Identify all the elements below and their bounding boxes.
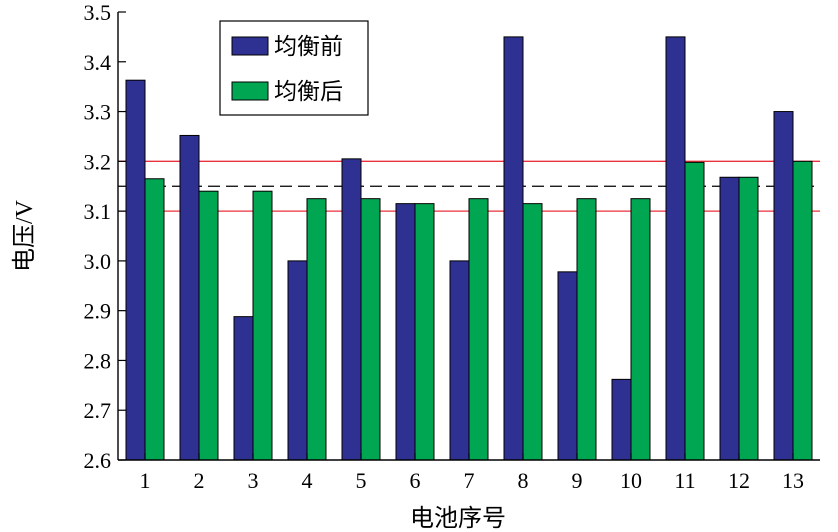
bar-after-8: [522, 203, 543, 461]
y-axis-label: 电压/V: [11, 199, 38, 272]
bar-before-9: [557, 271, 578, 461]
bar-after-11: [684, 161, 705, 461]
bar-before-3: [233, 316, 254, 461]
bar-before-5: [341, 158, 362, 461]
bars: [125, 36, 813, 461]
bar-before-8: [503, 36, 524, 461]
y-tick-label: 3.5: [84, 0, 112, 25]
bar-after-5: [360, 198, 381, 461]
bar-after-6: [414, 203, 435, 461]
bar-after-3: [252, 190, 273, 461]
bar-before-4: [287, 260, 308, 461]
x-tick-label: 6: [410, 468, 421, 493]
bar-before-10: [611, 378, 632, 461]
axes: 2.62.72.82.93.03.13.23.33.43.51 2 3 4 5 6 7 8 9 1…: [84, 0, 820, 493]
bar-before-11: [665, 36, 686, 461]
y-tick-label: 3.0: [84, 249, 112, 274]
x-tick-label: 9: [572, 468, 583, 493]
legend-label: 均衡前: [274, 34, 343, 59]
y-tick-label: 2.9: [84, 299, 112, 324]
legend-swatch: [231, 81, 269, 101]
bar-after-13: [792, 160, 813, 461]
bar-before-7: [449, 260, 470, 461]
legend-swatch: [231, 36, 269, 56]
x-tick-label: 7: [464, 468, 475, 493]
bar-after-12: [738, 176, 759, 461]
x-tick-label: 2: [194, 468, 205, 493]
x-tick-label: 8: [518, 468, 529, 493]
bar-after-10: [630, 198, 651, 461]
x-tick-label: 4: [302, 468, 313, 493]
y-tick-label: 3.4: [84, 50, 112, 75]
x-tick-label: 5: [356, 468, 367, 493]
bar-before-2: [179, 134, 200, 461]
bar-before-12: [719, 176, 740, 461]
legend-label: 均衡后: [274, 79, 343, 104]
x-axis-label: 电池序号: [410, 505, 506, 532]
y-tick-label: 3.2: [84, 149, 112, 174]
y-tick-label: 2.6: [84, 448, 112, 473]
bar-after-4: [306, 198, 327, 461]
y-tick-label: 3.1: [84, 199, 112, 224]
x-tick-label: 13: [782, 468, 804, 493]
bar-after-1: [144, 178, 165, 461]
y-tick-label: 2.8: [84, 348, 112, 373]
y-tick-label: 3.3: [84, 100, 112, 125]
bar-after-7: [468, 198, 489, 461]
bar-after-2: [198, 190, 219, 461]
bar-before-13: [773, 111, 794, 461]
bar-before-6: [395, 203, 416, 461]
x-tick-label: 1: [140, 468, 151, 493]
x-tick-label: 12: [728, 468, 750, 493]
bar-after-9: [576, 198, 597, 461]
bar-before-1: [125, 79, 146, 461]
x-tick-label: 11: [674, 468, 695, 493]
x-tick-label: 3: [248, 468, 259, 493]
x-tick-label: 10: [620, 468, 642, 493]
y-tick-label: 2.7: [84, 398, 112, 423]
